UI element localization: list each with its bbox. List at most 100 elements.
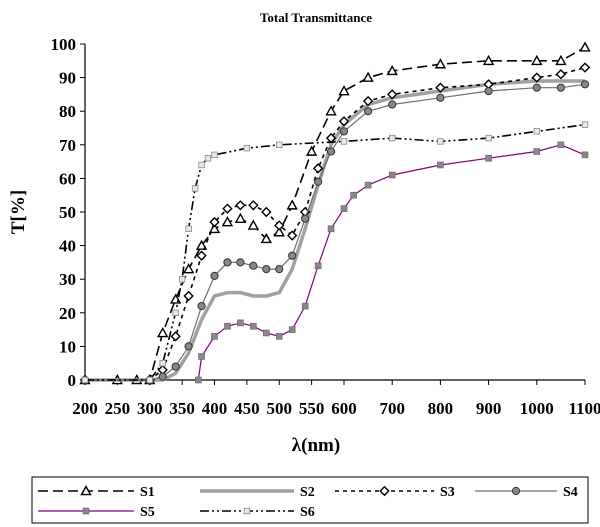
data-point-s6	[581, 121, 589, 128]
data-point-s5	[224, 322, 231, 330]
data-point-s3	[338, 116, 350, 127]
x-tick-label: 600	[331, 399, 357, 418]
legend: S1 S2 S3 S4 S5 S6	[38, 485, 578, 520]
data-point-s6	[437, 138, 444, 145]
data-point-s6	[485, 134, 492, 142]
series-s3	[79, 62, 591, 386]
data-point-s5	[533, 148, 541, 155]
data-point-s4	[436, 93, 445, 102]
data-point-s3	[555, 69, 567, 80]
data-point-s1	[234, 212, 247, 224]
data-point-s6	[388, 134, 396, 142]
data-point-s6	[211, 151, 218, 159]
data-point-s3	[235, 200, 246, 211]
data-point-s1	[247, 219, 260, 230]
x-tick-label: 800	[428, 399, 454, 418]
legend-marker-s1	[80, 485, 92, 496]
data-point-s5	[485, 154, 492, 162]
data-point-s3	[261, 206, 272, 218]
data-point-s3	[274, 220, 285, 231]
x-tick-label: 550	[299, 399, 325, 418]
x-tick-label: 1100	[568, 399, 600, 418]
data-point-s6	[204, 155, 212, 162]
legend-item-s5: S5	[38, 505, 155, 520]
legend-marker-s4	[511, 486, 521, 496]
data-point-s3	[183, 290, 194, 302]
data-point-s1	[260, 232, 272, 244]
data-point-s3	[362, 95, 374, 107]
data-point-s3	[196, 250, 207, 261]
x-tick-label: 400	[202, 399, 228, 418]
data-point-s4	[484, 86, 493, 96]
x-tick-label: 200	[72, 399, 98, 418]
y-tick-label: 50	[59, 203, 76, 222]
data-point-s5	[364, 181, 372, 189]
data-point-s5	[250, 322, 257, 330]
data-point-s3	[435, 82, 446, 93]
data-point-s5	[198, 353, 205, 360]
data-point-s6	[198, 161, 205, 169]
y-tick-label: 30	[59, 270, 76, 289]
y-tick-label: 20	[59, 304, 76, 323]
data-point-s4	[388, 100, 397, 109]
legend-marker-s5	[82, 507, 90, 515]
data-point-s4	[223, 258, 232, 267]
data-point-s1	[221, 216, 234, 227]
data-point-s5	[237, 319, 244, 327]
data-point-s3	[209, 216, 220, 228]
plot-series-group	[79, 41, 591, 386]
data-point-s1	[325, 105, 337, 116]
y-tick-label: 40	[59, 237, 76, 256]
series-s5	[195, 141, 589, 384]
data-point-s6	[340, 138, 348, 145]
legend-box	[31, 476, 589, 524]
x-axis-label: λ(nm)	[292, 435, 340, 456]
data-point-s3	[387, 89, 398, 100]
y-tick-label: 70	[59, 136, 76, 155]
data-point-s4	[339, 127, 349, 136]
legend-label-s5: S5	[140, 505, 155, 520]
data-point-s5	[262, 329, 270, 337]
data-point-s5	[314, 262, 322, 270]
data-point-s4	[364, 107, 373, 116]
legend-label-s6: S6	[300, 505, 315, 520]
data-point-s1	[273, 226, 285, 237]
series-s4	[80, 80, 590, 385]
data-point-s3	[287, 230, 298, 241]
x-tick-label: 300	[137, 399, 163, 418]
data-point-s4	[326, 147, 336, 156]
data-point-s5	[211, 333, 218, 340]
series-s6	[81, 121, 589, 384]
data-point-s1	[182, 263, 195, 274]
data-point-s5	[288, 326, 296, 333]
series-line-s3	[85, 66, 586, 381]
data-point-s1	[362, 71, 374, 82]
data-point-s1	[286, 199, 298, 210]
legend-label-s3: S3	[440, 485, 455, 500]
data-point-s1	[531, 54, 543, 66]
data-point-s3	[312, 163, 324, 174]
x-tick-label: 250	[105, 399, 131, 418]
data-point-s4	[197, 301, 206, 311]
legend-marker-s6	[243, 507, 251, 515]
y-tick-label: 60	[59, 169, 76, 188]
data-point-s6	[243, 144, 251, 152]
legend-item-s2: S2	[200, 485, 315, 500]
data-point-s5	[350, 191, 357, 199]
x-tick-label: 350	[169, 399, 195, 418]
data-point-s4	[532, 83, 541, 92]
legend-label-s1: S1	[140, 485, 155, 500]
legend-item-s6: S6	[200, 505, 315, 520]
data-point-s4	[288, 251, 297, 260]
data-point-s1	[579, 41, 591, 52]
data-point-s5	[275, 333, 283, 340]
series-line-s5	[197, 144, 586, 381]
series-s1	[79, 41, 591, 385]
data-point-s6	[159, 359, 166, 367]
data-point-s4	[580, 80, 590, 89]
data-point-s6	[81, 376, 89, 384]
series-line-s1	[85, 46, 586, 381]
series-line-s2	[85, 79, 585, 382]
data-point-s6	[178, 275, 186, 283]
data-point-s4	[210, 271, 219, 280]
